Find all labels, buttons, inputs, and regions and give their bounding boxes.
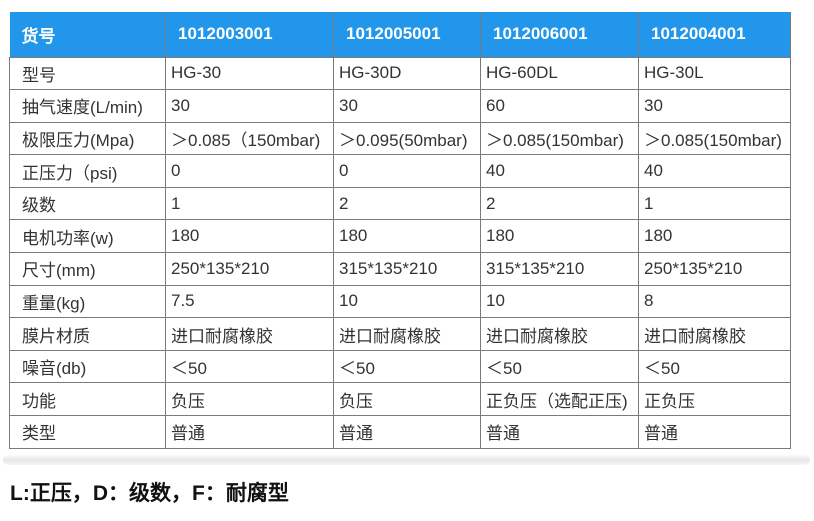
cell-value: ＜50 <box>638 349 791 384</box>
row-label: 级数 <box>9 186 166 221</box>
cell-value: 7.5 <box>165 284 334 319</box>
row-label: 类型 <box>9 415 166 449</box>
cell-value: 1 <box>165 186 334 221</box>
cell-value: HG-30 <box>165 56 334 91</box>
model-suffix-legend: L:正压，D：级数，F：耐腐型 <box>10 482 289 505</box>
table-row-type: 类型 普通 普通 普通 普通 <box>9 415 791 449</box>
cell-value: 8 <box>638 284 791 319</box>
cell-value: 180 <box>638 219 791 254</box>
row-label: 正压力（psi) <box>9 154 166 188</box>
header-cell-sku-2: 1012005001 <box>333 12 481 58</box>
cell-value: 180 <box>480 219 639 254</box>
cell-value: ＜50 <box>333 349 481 384</box>
header-cell-sku-1: 1012003001 <box>165 12 334 58</box>
table-row-dimensions: 尺寸(mm) 250*135*210 315*135*210 315*135*2… <box>9 252 791 286</box>
table-row-ultimate-pressure: 极限压力(Mpa) ＞0.085（150mbar) ＞0.095(50mbar)… <box>9 121 791 156</box>
cell-value: 315*135*210 <box>480 252 639 286</box>
header-row: 货号 1012003001 1012005001 1012006001 1012… <box>9 12 791 58</box>
table-row-function: 功能 负压 负压 正负压（选配正压) 正负压 <box>9 382 791 417</box>
cell-value: ＜50 <box>480 349 639 384</box>
cell-value: 250*135*210 <box>165 252 334 286</box>
table-row-weight: 重量(kg) 7.5 10 10 8 <box>9 284 791 319</box>
cell-value: 30 <box>333 89 481 123</box>
cell-value: 普通 <box>638 415 791 449</box>
cell-value: 普通 <box>480 415 639 449</box>
header-cell-item-no: 货号 <box>9 12 166 58</box>
table-row-model: 型号 HG-30 HG-30D HG-60DL HG-30L <box>9 56 791 91</box>
cell-value: 60 <box>480 89 639 123</box>
cell-value: 2 <box>480 186 639 221</box>
cell-value: 进口耐腐橡胶 <box>165 317 334 351</box>
row-label: 功能 <box>9 382 166 417</box>
cell-value: 正负压 <box>638 382 791 417</box>
table-row-diaphragm-material: 膜片材质 进口耐腐橡胶 进口耐腐橡胶 进口耐腐橡胶 进口耐腐橡胶 <box>9 317 791 351</box>
row-label: 尺寸(mm) <box>9 252 166 286</box>
cell-value: 40 <box>638 154 791 188</box>
row-label: 电机功率(w) <box>9 219 166 254</box>
cell-value: 40 <box>480 154 639 188</box>
cell-value: 负压 <box>333 382 481 417</box>
table-row-stages: 级数 1 2 2 1 <box>9 186 791 221</box>
cell-value: ＞0.085(150mbar) <box>638 121 791 156</box>
row-label: 噪音(db) <box>9 349 166 384</box>
cell-value: ＞0.085(150mbar) <box>480 121 639 156</box>
cell-value: 315*135*210 <box>333 252 481 286</box>
table-row-pumping-speed: 抽气速度(L/min) 30 30 60 30 <box>9 89 791 123</box>
header-cell-sku-3: 1012006001 <box>480 12 639 58</box>
cell-value: 180 <box>333 219 481 254</box>
product-spec-table: 货号 1012003001 1012005001 1012006001 1012… <box>9 12 791 449</box>
cell-value: 0 <box>165 154 334 188</box>
cell-value: 负压 <box>165 382 334 417</box>
cell-value: 30 <box>638 89 791 123</box>
cell-value: 30 <box>165 89 334 123</box>
cell-value: ＞0.095(50mbar) <box>333 121 481 156</box>
cell-value: 180 <box>165 219 334 254</box>
cell-value: 普通 <box>165 415 334 449</box>
cell-value: 10 <box>333 284 481 319</box>
cell-value: 250*135*210 <box>638 252 791 286</box>
row-label: 重量(kg) <box>9 284 166 319</box>
table-row-motor-power: 电机功率(w) 180 180 180 180 <box>9 219 791 254</box>
cell-value: HG-30L <box>638 56 791 91</box>
cell-value: ＞0.085（150mbar) <box>165 121 334 156</box>
row-label: 极限压力(Mpa) <box>9 121 166 156</box>
cell-value: 2 <box>333 186 481 221</box>
cell-value: 0 <box>333 154 481 188</box>
cell-value: 普通 <box>333 415 481 449</box>
horizontal-scrollbar-track[interactable] <box>3 454 810 465</box>
cell-value: 进口耐腐橡胶 <box>333 317 481 351</box>
cell-value: ＜50 <box>165 349 334 384</box>
cell-value: 正负压（选配正压) <box>480 382 639 417</box>
row-label: 型号 <box>9 56 166 91</box>
cell-value: 10 <box>480 284 639 319</box>
cell-value: 进口耐腐橡胶 <box>480 317 639 351</box>
header-cell-sku-4: 1012004001 <box>638 12 791 58</box>
cell-value: HG-60DL <box>480 56 639 91</box>
cell-value: 1 <box>638 186 791 221</box>
table-row-positive-pressure: 正压力（psi) 0 0 40 40 <box>9 154 791 188</box>
cell-value: 进口耐腐橡胶 <box>638 317 791 351</box>
table-row-noise: 噪音(db) ＜50 ＜50 ＜50 ＜50 <box>9 349 791 384</box>
row-label: 膜片材质 <box>9 317 166 351</box>
cell-value: HG-30D <box>333 56 481 91</box>
row-label: 抽气速度(L/min) <box>9 89 166 123</box>
